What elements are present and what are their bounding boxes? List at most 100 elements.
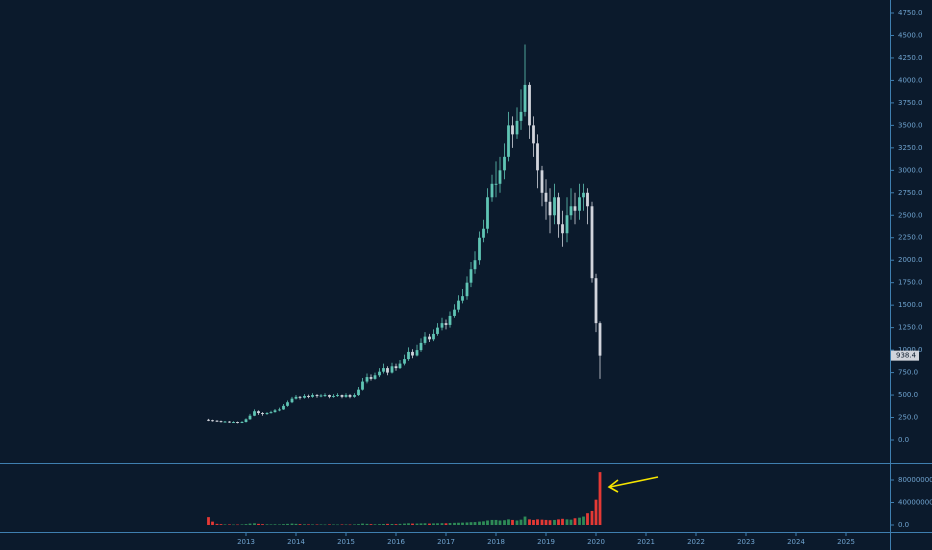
volume-tick-label: 40000000.0 <box>898 499 932 507</box>
y-tick-label: 3250.0 <box>898 144 923 152</box>
volume-bar <box>594 499 598 525</box>
candle-body <box>578 197 581 211</box>
candle-body <box>561 224 564 234</box>
candle-body <box>503 156 506 171</box>
candle-body <box>382 368 385 372</box>
volume-bar <box>403 523 406 525</box>
candle-body <box>428 336 431 340</box>
y-tick-label: 3500.0 <box>898 121 923 129</box>
candle-body <box>590 206 594 279</box>
volume-bar <box>461 522 464 525</box>
candle-body <box>453 309 456 316</box>
candle-body <box>228 421 231 423</box>
volume-bar <box>440 523 444 525</box>
y-tick-label: 2250.0 <box>898 234 923 242</box>
candle-body <box>332 395 335 397</box>
volume-bar <box>586 513 589 525</box>
x-tick-label: 2022 <box>687 538 705 546</box>
volume-bar <box>332 524 335 525</box>
y-tick-label: 1750.0 <box>898 279 923 287</box>
volume-bar <box>248 523 252 525</box>
volume-bar <box>286 523 289 525</box>
y-tick-label: 1250.0 <box>898 324 923 332</box>
arrow-shaft <box>609 476 659 488</box>
volume-bar <box>544 519 548 525</box>
candle-body <box>273 410 277 413</box>
candle-body <box>478 237 481 261</box>
candle-body <box>544 192 548 202</box>
candle-body <box>432 333 435 340</box>
volume-bar <box>278 524 281 525</box>
volume-bar <box>436 523 439 525</box>
annotation-arrow <box>607 476 659 493</box>
candle-body <box>594 278 598 324</box>
candle-body <box>398 363 402 369</box>
candle-body <box>286 402 289 406</box>
volume-bar <box>257 523 260 525</box>
volume-bar <box>598 472 602 525</box>
volume-bar <box>557 519 560 525</box>
candle-body <box>232 422 235 424</box>
candle-body <box>348 395 352 397</box>
candle-body <box>240 422 244 424</box>
volume-bar <box>398 523 402 525</box>
volume-bar <box>411 523 414 525</box>
x-tick-label: 2017 <box>437 538 455 546</box>
candle-body <box>440 323 444 328</box>
candle-body <box>444 323 448 325</box>
volume-bar <box>303 524 306 525</box>
volume-bar <box>265 524 269 525</box>
candle-body <box>386 368 389 373</box>
volume-bar <box>465 522 469 525</box>
candle-body <box>303 395 306 398</box>
volume-bar <box>448 523 452 525</box>
candle-body <box>473 260 477 270</box>
candle-body <box>407 351 410 360</box>
volume-bar <box>353 524 356 525</box>
candle-body <box>394 366 398 369</box>
volume-bar <box>328 524 331 525</box>
y-tick-label: 0.0 <box>898 436 909 444</box>
volume-bar <box>540 519 544 525</box>
volume-bar <box>219 524 223 525</box>
volume-bar <box>569 519 573 525</box>
candle-body <box>282 405 285 410</box>
volume-bar <box>361 523 364 525</box>
candle-body <box>507 125 510 157</box>
volume-bar <box>236 524 239 526</box>
candle-body <box>411 351 414 356</box>
y-tick-label: 1000.0 <box>898 346 923 354</box>
volume-bar <box>503 520 506 525</box>
volume-bar <box>365 523 369 525</box>
volume-bar <box>511 519 514 525</box>
volume-bar <box>340 524 344 525</box>
y-tick-label: 3750.0 <box>898 99 923 107</box>
candle-body <box>361 381 364 390</box>
y-tick-label: 250.0 <box>898 414 918 422</box>
x-tick-label: 2019 <box>537 538 555 546</box>
candle-body <box>586 192 589 207</box>
y-tick-label: 500.0 <box>898 391 918 399</box>
y-tick-label: 2750.0 <box>898 189 923 197</box>
volume-bar <box>590 510 594 525</box>
candle-body <box>269 412 273 414</box>
volume-bar <box>407 523 410 525</box>
candle-body <box>457 300 460 310</box>
volume-bar <box>228 524 231 525</box>
candle-body <box>307 395 310 397</box>
x-tick-label: 2016 <box>387 538 405 546</box>
volume-bar <box>307 524 310 525</box>
volume-bar <box>386 523 389 525</box>
candle-body <box>490 183 494 198</box>
x-tick-label: 2014 <box>287 538 305 546</box>
candle-body <box>461 296 464 301</box>
candle-body <box>598 323 602 356</box>
volume-bar <box>390 523 394 525</box>
volume-bar <box>523 516 527 525</box>
candle-body <box>565 215 569 234</box>
candle-body <box>573 206 577 211</box>
volume-bar <box>453 522 456 525</box>
volume-bar <box>232 524 235 526</box>
volume-bar <box>357 524 360 525</box>
candle-body <box>278 409 281 411</box>
